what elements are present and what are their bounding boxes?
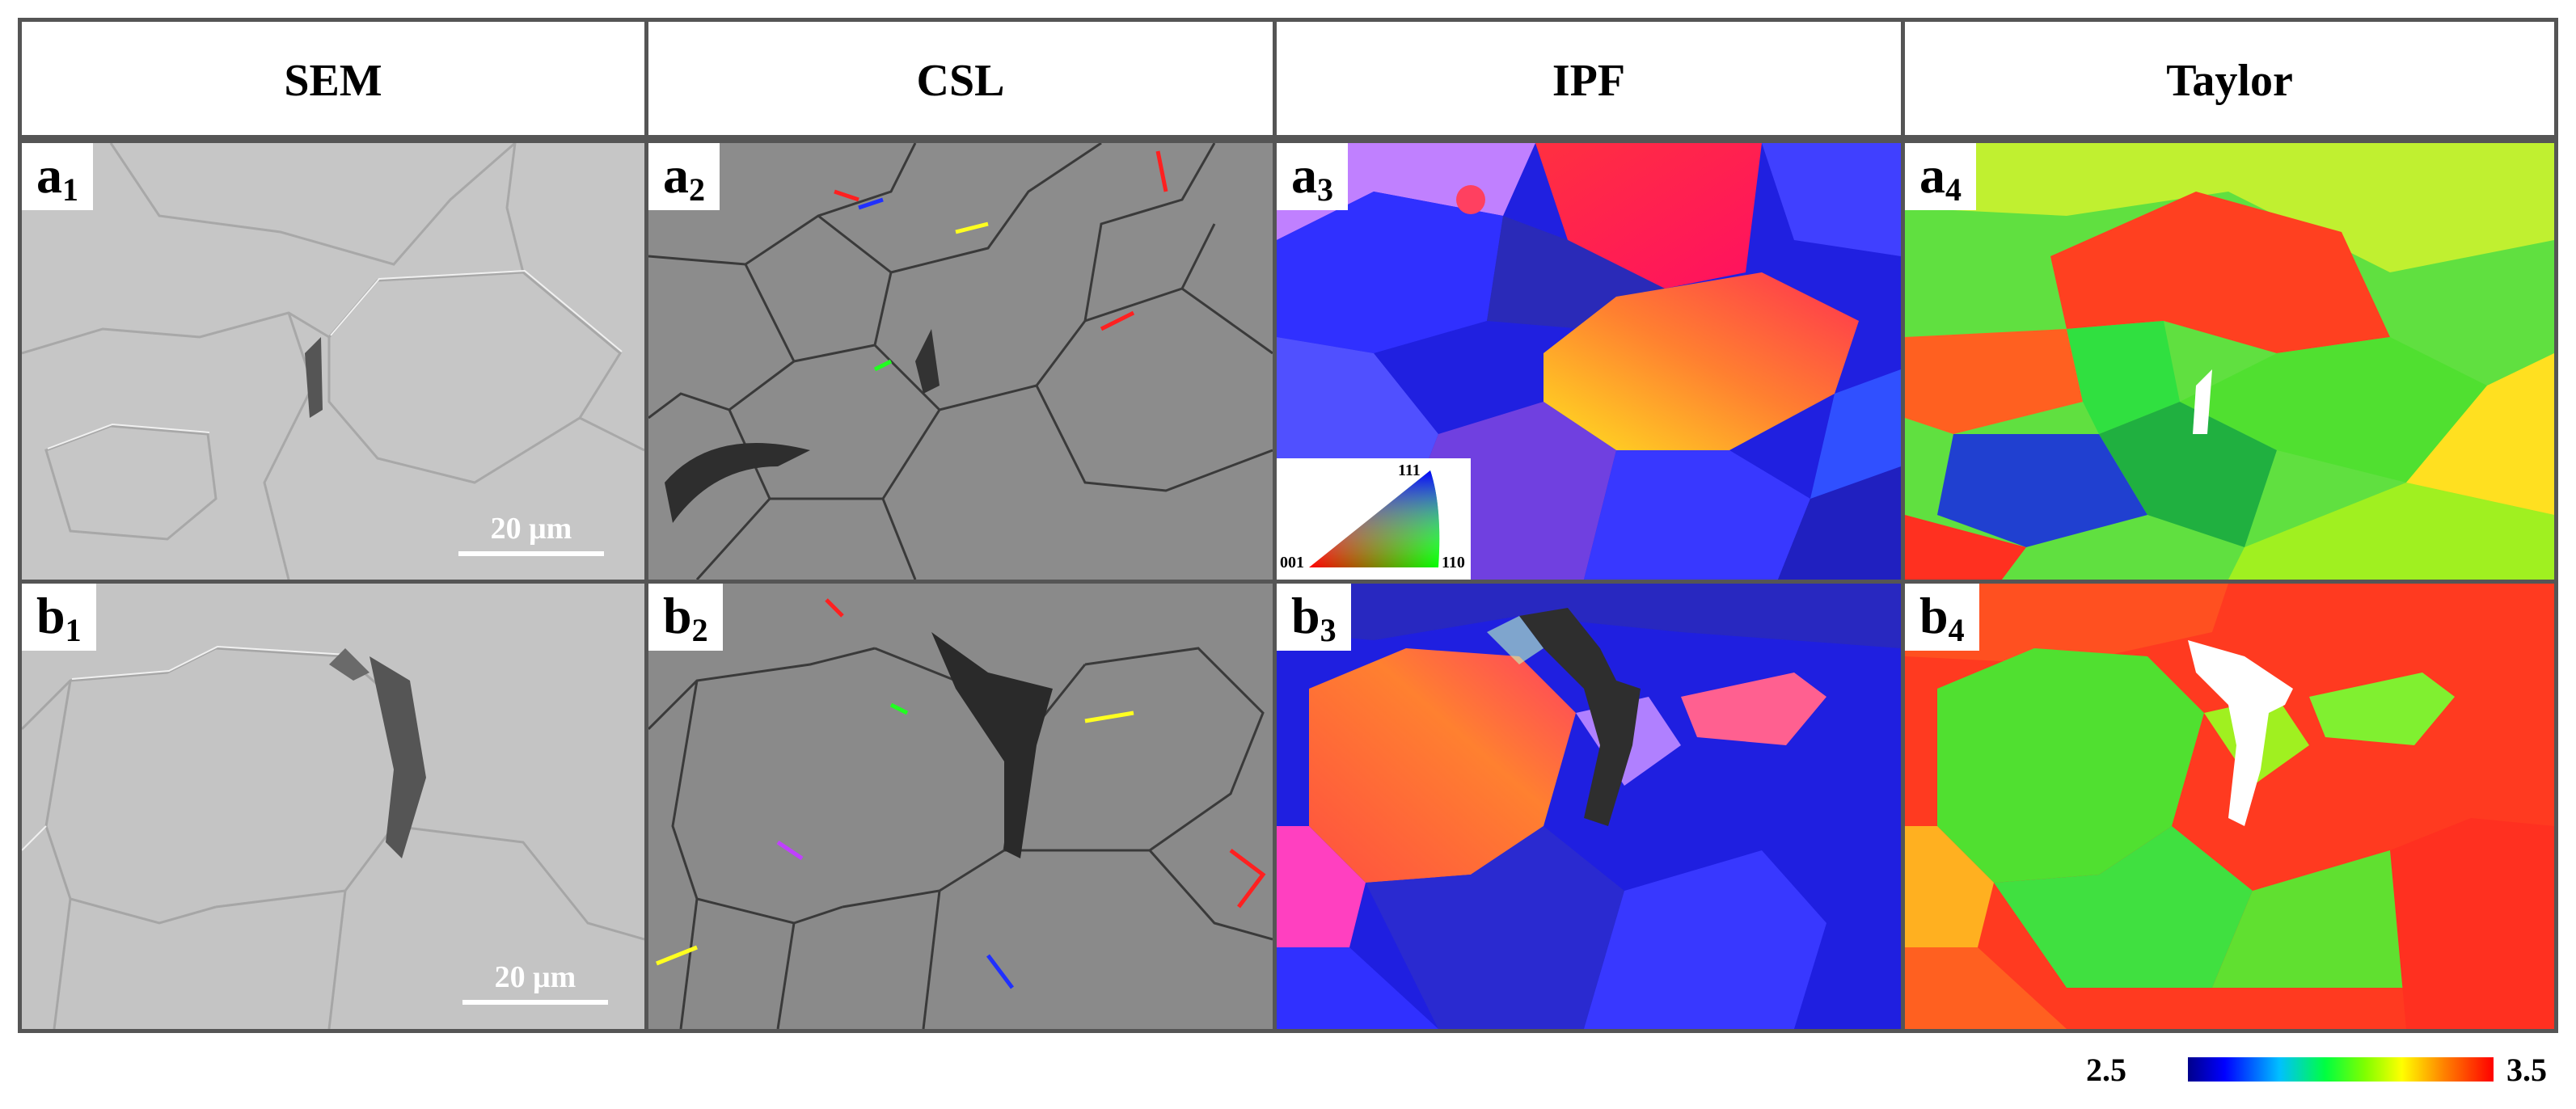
ipf-color-key: 111 001 110	[1277, 458, 1471, 580]
ipf-key-top: 111	[1398, 462, 1421, 479]
panel-label-a1: a1	[22, 143, 93, 210]
panel-b1-sem: b1 20 μm	[22, 584, 644, 1029]
header-sem: SEM	[284, 55, 382, 106]
panel-b4-taylor: b4	[1905, 584, 2554, 1029]
sem-micrograph	[22, 584, 644, 1029]
csl-map	[648, 143, 1273, 580]
panel-label-a3: a3	[1277, 143, 1348, 210]
scale-bar-line	[462, 1000, 608, 1005]
divider	[22, 580, 2554, 584]
colorbar-min-label: 2.5	[2086, 1052, 2126, 1088]
taylor-map	[1905, 584, 2554, 1029]
ipf-key-right: 110	[1442, 554, 1465, 571]
divider	[22, 139, 2554, 143]
panel-a1-sem: a1 20 μm	[22, 143, 644, 580]
panel-b3-ipf: b3	[1277, 584, 1901, 1029]
csl-map	[648, 584, 1273, 1029]
panel-a4-taylor: a4	[1905, 143, 2554, 580]
panel-a3-ipf: a3 111 001 110	[1277, 143, 1901, 580]
panel-label-a2: a2	[648, 143, 720, 210]
colorbar-gradient	[2188, 1057, 2494, 1082]
colorbar-max-label: 3.5	[2506, 1052, 2547, 1088]
scale-bar-b1: 20 μm	[462, 959, 608, 1005]
panel-label-a4: a4	[1905, 143, 1976, 210]
sem-micrograph	[22, 143, 644, 580]
panel-label-b4: b4	[1905, 584, 1979, 651]
header-ipf: IPF	[1552, 55, 1626, 106]
scale-bar-a1: 20 μm	[458, 511, 604, 556]
panel-label-b2: b2	[648, 584, 723, 651]
scale-bar-label: 20 μm	[494, 960, 576, 994]
scale-bar-label: 20 μm	[490, 512, 572, 546]
header-csl: CSL	[916, 55, 1005, 106]
scale-bar-line	[458, 551, 604, 556]
panel-b2-csl: b2	[648, 584, 1273, 1029]
header-row	[22, 22, 2554, 139]
figure-grid: SEM CSL IPF Taylor a1	[18, 18, 2558, 1033]
taylor-map	[1905, 143, 2554, 580]
panel-a2-csl: a2	[648, 143, 1273, 580]
taylor-colorbar: 2.5 3.5	[2038, 1043, 2555, 1099]
ipf-key-left: 001	[1280, 554, 1304, 571]
divider	[644, 22, 648, 1029]
header-taylor: Taylor	[2166, 55, 2293, 106]
ipf-triangle	[1309, 470, 1440, 567]
panel-label-b3: b3	[1277, 584, 1351, 651]
ipf-map	[1277, 584, 1901, 1029]
panel-label-b1: b1	[22, 584, 96, 651]
divider	[1273, 22, 1277, 1029]
divider	[1901, 22, 1905, 1029]
